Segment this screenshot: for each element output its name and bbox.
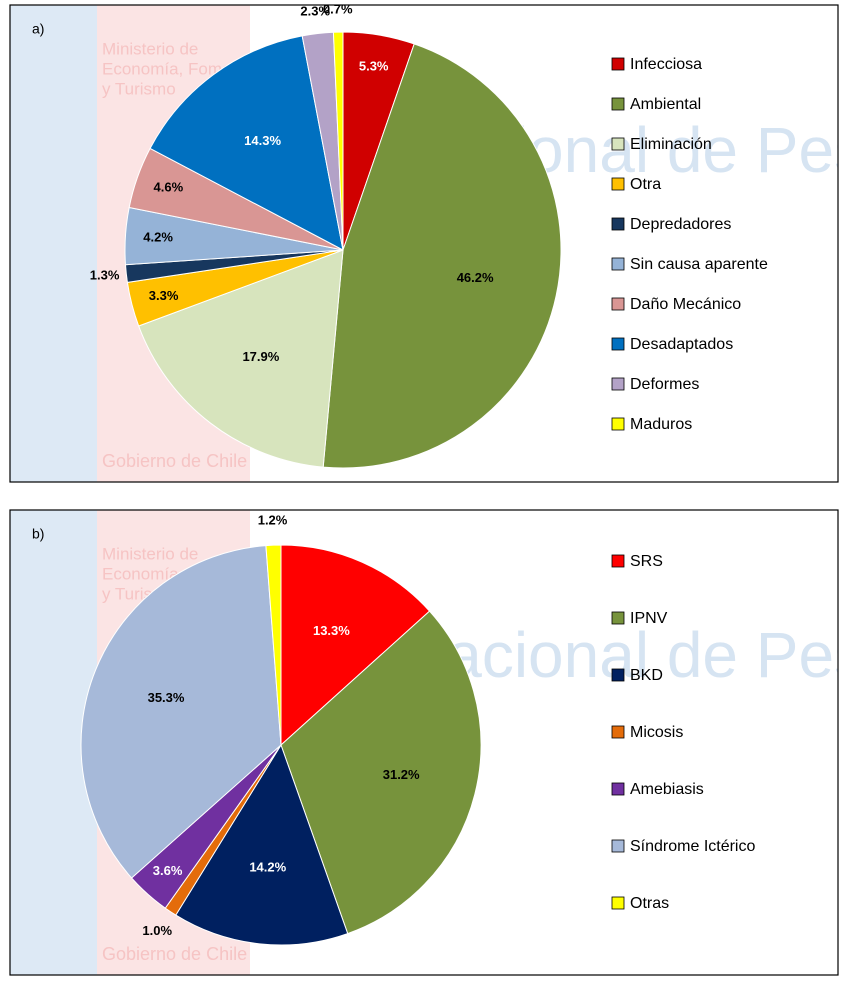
legend-swatch xyxy=(611,377,625,391)
data-label: 14.2% xyxy=(249,860,286,875)
legend-label: Desadaptados xyxy=(630,336,733,353)
data-label: 4.2% xyxy=(143,230,173,245)
legend-label: Depredadores xyxy=(630,216,731,233)
panel-label: b) xyxy=(32,526,44,542)
data-label: 4.6% xyxy=(154,180,184,195)
data-label: 31.2% xyxy=(383,767,420,782)
data-label: 1.0% xyxy=(142,923,172,938)
panel-border xyxy=(9,4,839,483)
legend-label: Sin causa aparente xyxy=(630,256,768,273)
panel-border xyxy=(9,509,839,976)
watermark-text: Gobierno de Chile xyxy=(102,451,247,471)
legend-swatch xyxy=(611,839,625,853)
legend-label: Maduros xyxy=(630,416,692,433)
panel-label: a) xyxy=(32,21,44,37)
watermark-text: y Turismo xyxy=(102,79,176,98)
legend-swatch xyxy=(611,725,625,739)
legend-label: Síndrome Ictérico xyxy=(630,838,755,855)
legend-swatch xyxy=(611,257,625,271)
legend-label: Micosis xyxy=(630,724,683,741)
pie-slice xyxy=(265,544,282,746)
legend-swatch xyxy=(611,57,625,71)
legend-label: Amebiasis xyxy=(630,781,704,798)
legend-swatch xyxy=(611,137,625,151)
legend-label: Otra xyxy=(630,176,661,193)
pie-slice xyxy=(280,610,482,935)
pie-slice xyxy=(138,249,344,468)
pie-slice xyxy=(175,743,349,946)
data-label: 3.3% xyxy=(149,288,179,303)
data-label: 5.3% xyxy=(359,59,389,74)
legend-label: Daño Mecánico xyxy=(630,296,741,313)
legend-label: Ambiental xyxy=(630,96,701,113)
legend-swatch xyxy=(611,896,625,910)
legend-label: Eliminación xyxy=(630,136,712,153)
pie-slice xyxy=(149,35,344,251)
legend-swatch xyxy=(611,782,625,796)
legend-swatch xyxy=(611,337,625,351)
data-label: 1.2% xyxy=(258,513,288,528)
legend-swatch xyxy=(611,177,625,191)
data-label: 2.3% xyxy=(300,3,330,18)
watermark-text: Ministerio de xyxy=(102,39,198,58)
legend-swatch xyxy=(611,611,625,625)
pie-slice xyxy=(322,43,562,469)
pie-slice xyxy=(80,545,282,879)
legend-swatch xyxy=(611,554,625,568)
legend-swatch xyxy=(611,97,625,111)
watermark-text: Gobierno de Chile xyxy=(102,944,247,964)
data-label: 1.3% xyxy=(90,267,120,282)
data-label: 3.6% xyxy=(153,863,183,878)
data-label: 17.9% xyxy=(242,349,279,364)
legend-swatch xyxy=(611,668,625,682)
data-label: 0.7% xyxy=(323,2,353,17)
data-label: 46.2% xyxy=(457,270,494,285)
legend-label: Infecciosa xyxy=(630,56,702,73)
legend-label: IPNV xyxy=(630,610,668,627)
pie-slice xyxy=(280,544,431,747)
legend-label: Otras xyxy=(630,895,669,912)
legend-label: Deformes xyxy=(630,376,699,393)
legend-label: SRS xyxy=(630,553,663,570)
pie-slice xyxy=(332,31,344,251)
data-label: 13.3% xyxy=(313,623,350,638)
legend-swatch xyxy=(611,297,625,311)
legend-label: BKD xyxy=(630,667,663,684)
watermark-text: Ministerio de xyxy=(102,544,198,563)
watermark-stripe xyxy=(10,5,97,482)
data-label: 35.3% xyxy=(148,690,185,705)
data-label: 14.3% xyxy=(244,133,281,148)
legend-swatch xyxy=(611,217,625,231)
legend-swatch xyxy=(611,417,625,431)
